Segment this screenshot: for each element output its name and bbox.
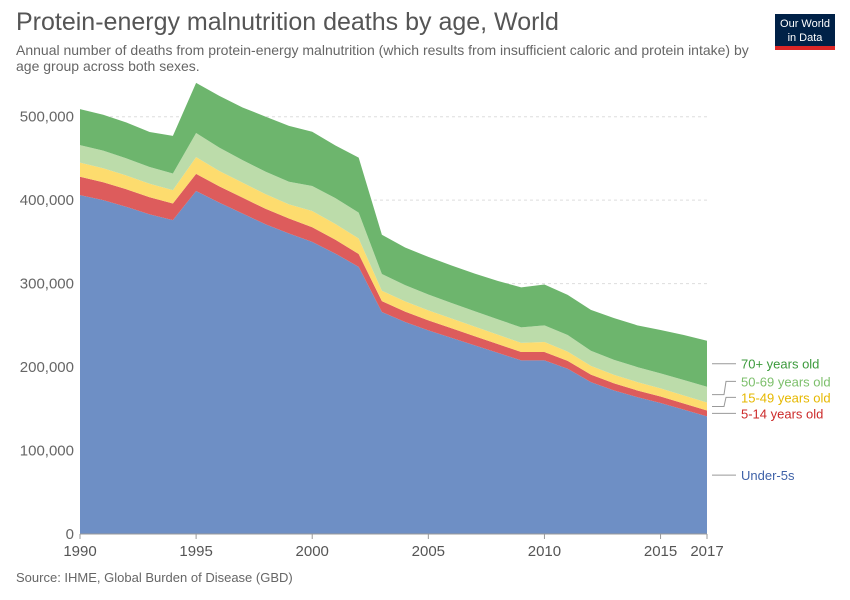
legend-label[interactable]: 50-69 years old xyxy=(741,374,831,389)
legend-connector xyxy=(712,396,736,408)
legend-label[interactable]: 15-49 years old xyxy=(741,390,831,405)
y-tick-label: 300,000 xyxy=(20,276,74,293)
legend-label[interactable]: 5-14 years old xyxy=(741,406,823,421)
area-15-49-years-old[interactable] xyxy=(80,157,707,411)
x-tick-label: 2005 xyxy=(412,543,445,560)
area-5-14-years-old[interactable] xyxy=(80,173,707,417)
area-under-5s[interactable] xyxy=(80,190,707,534)
x-tick-label: 2015 xyxy=(644,543,677,560)
y-tick-label: 500,000 xyxy=(20,109,74,126)
area-series xyxy=(80,82,707,534)
y-tick-label: 0 xyxy=(66,526,74,543)
y-tick-label: 100,000 xyxy=(20,443,74,460)
legend-label[interactable]: 70+ years old xyxy=(741,357,819,372)
y-tick-label: 400,000 xyxy=(20,192,74,209)
axes: 0 100,000 200,000 300,000 400,000 500,000 1990… xyxy=(20,109,724,560)
area-70-years-old[interactable] xyxy=(80,82,707,387)
area-50-69-years-old[interactable] xyxy=(80,132,707,403)
legend-label[interactable]: Under-5s xyxy=(741,468,795,483)
x-tick-label: 2000 xyxy=(296,543,329,560)
chart-subtitle: Annual number of deaths from protein-ene… xyxy=(16,42,749,74)
chart-title: Protein-energy malnutrition deaths by ag… xyxy=(16,8,559,36)
owid-logo[interactable]: Our World in Data xyxy=(775,14,835,50)
logo-line-1: Our World xyxy=(780,18,830,30)
y-tick-label: 200,000 xyxy=(20,359,74,376)
x-tick-label: 2010 xyxy=(528,543,561,560)
x-tick-label: 2017 xyxy=(690,543,723,560)
source-note: Source: IHME, Global Burden of Disease (… xyxy=(16,570,293,585)
legend-connector xyxy=(712,380,736,396)
logo-line-2: in Data xyxy=(787,32,823,44)
x-tick-label: 1990 xyxy=(63,543,96,560)
x-tick-label: 1995 xyxy=(179,543,212,560)
